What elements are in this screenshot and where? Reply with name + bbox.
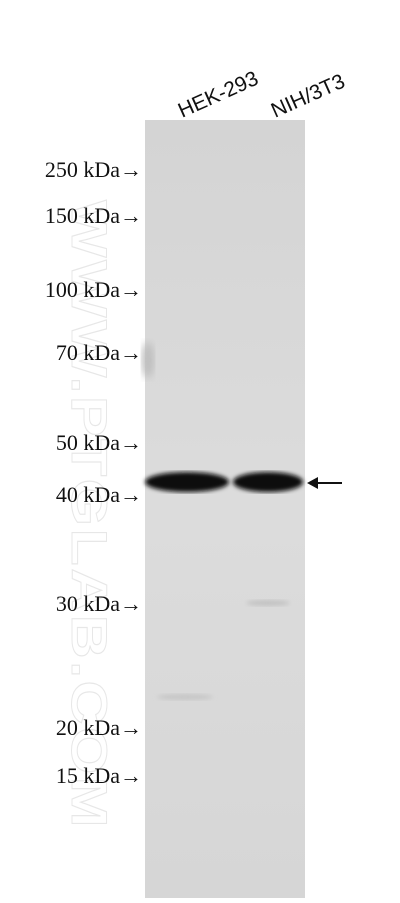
marker-label: 40 kDa→ bbox=[56, 482, 142, 507]
band bbox=[233, 472, 303, 492]
marker-label: 15 kDa→ bbox=[56, 763, 142, 788]
marker-label: 150 kDa→ bbox=[45, 203, 142, 228]
watermark: WWW.PTGLAB.COM bbox=[61, 200, 117, 830]
marker-label: 30 kDa→ bbox=[56, 591, 142, 616]
lane-label: NIH/3T3 bbox=[268, 70, 349, 123]
marker-label: 20 kDa→ bbox=[56, 715, 142, 740]
lane-label: HEK-293 bbox=[175, 67, 262, 123]
faint-band bbox=[157, 694, 213, 700]
band bbox=[145, 472, 229, 492]
marker-label: 50 kDa→ bbox=[56, 430, 142, 455]
target-arrow bbox=[307, 477, 342, 489]
marker-label: 70 kDa→ bbox=[56, 340, 142, 365]
marker-label: 250 kDa→ bbox=[45, 157, 142, 182]
blot-membrane bbox=[145, 120, 305, 898]
marker-label: 100 kDa→ bbox=[45, 277, 142, 302]
smear bbox=[142, 342, 154, 378]
faint-band bbox=[246, 600, 290, 606]
